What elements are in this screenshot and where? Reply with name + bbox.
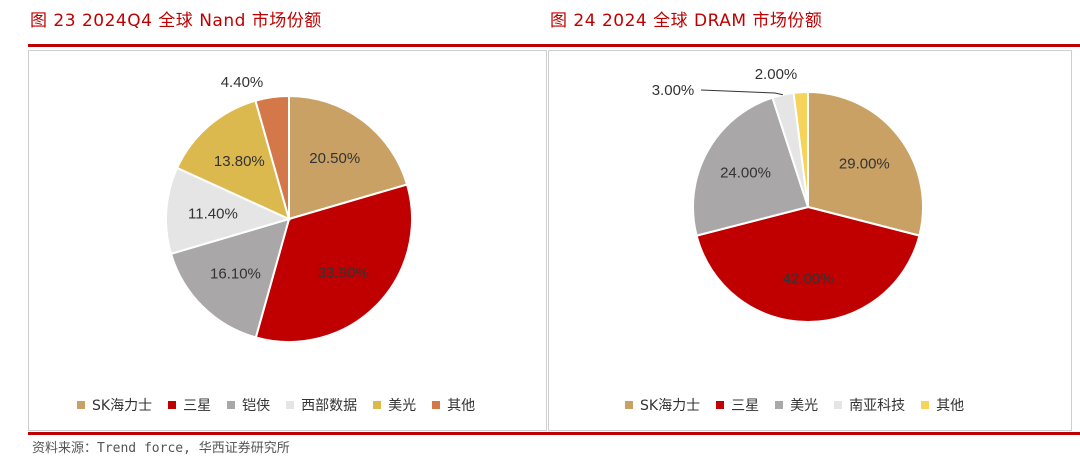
legend-item: 三星 (716, 395, 759, 415)
legend-swatch (432, 401, 441, 409)
dram-legend: SK海力士 三星 美光 南亚科技 其他 (625, 395, 964, 415)
slice-data-label: 20.50% (309, 150, 360, 167)
legend-label: 南亚科技 (849, 398, 906, 414)
legend-swatch (227, 401, 236, 409)
legend-swatch (168, 401, 177, 409)
legend-item: SK海力士 (77, 395, 152, 415)
legend-label: SK海力士 (92, 398, 153, 414)
nand-pie-chart: 20.50% 33.90% 16.10% 11.40% 13.80% 4.40% (165, 74, 413, 343)
legend-label: 三星 (183, 398, 212, 414)
figure-23-title: 图 23 2024Q4 全球 Nand 市场份额 (30, 11, 322, 31)
pie-slice-4 (175, 99, 291, 221)
legend-item: 南亚科技 (834, 395, 905, 415)
legend-item: 三星 (168, 395, 211, 415)
legend-label: 其他 (936, 398, 965, 414)
legend-swatch (775, 401, 784, 409)
legend-label: 铠侠 (242, 398, 271, 414)
legend-label: 西部数据 (301, 398, 358, 414)
legend-item: 西部数据 (286, 395, 357, 415)
pie-slice-0 (807, 90, 924, 237)
legend-label: 其他 (447, 398, 476, 414)
slice-data-label: 33.90% (318, 265, 369, 282)
legend-swatch (921, 401, 930, 409)
pie-slice-5 (254, 94, 290, 220)
legend-label: 美光 (388, 398, 417, 414)
legend-label: 三星 (731, 398, 760, 414)
nand-legend: SK海力士 三星 铠侠 西部数据 美光 其他 (77, 395, 475, 415)
legend-item: 美光 (373, 395, 416, 415)
legend-swatch (77, 401, 85, 409)
legend-item: 铠侠 (227, 395, 270, 415)
top-rule (28, 44, 1080, 47)
legend-swatch (286, 401, 295, 409)
slice-data-label: 29.00% (839, 155, 890, 172)
dram-chart-panel: 29.00% 42.00% 24.00% 3.00% 2.00% SK海力士 三星 美光 南亚… (548, 50, 1072, 431)
legend-swatch (625, 401, 633, 409)
legend-swatch (373, 401, 382, 409)
legend-item: 其他 (432, 395, 475, 415)
slice-data-label: 4.40% (221, 74, 264, 91)
slice-data-label: 2.00% (755, 66, 798, 83)
pie-slice-2 (692, 96, 810, 237)
source-note: 资料来源：Trend force, 华西证券研究所 (32, 441, 290, 456)
pie-slice-2 (169, 217, 291, 339)
legend-label: 美光 (790, 398, 819, 414)
slice-data-label: 42.00% (783, 270, 834, 287)
legend-item: 美光 (775, 395, 818, 415)
nand-chart-panel: 20.50% 33.90% 16.10% 11.40% 13.80% 4.40% SK海力… (28, 50, 547, 431)
legend-swatch (834, 401, 843, 409)
pie-slice-0 (288, 94, 409, 221)
dram-pie-chart: 29.00% 42.00% 24.00% 3.00% 2.00% (652, 66, 924, 323)
pie-slice-3 (165, 166, 292, 256)
slice-data-label: 24.00% (720, 165, 771, 182)
legend-item: 其他 (921, 395, 964, 415)
slice-data-label: 3.00% (652, 82, 695, 99)
figure-24-title: 图 24 2024 全球 DRAM 市场份额 (550, 11, 823, 31)
slice-data-label: 13.80% (214, 153, 265, 170)
pie-slice-1 (695, 205, 921, 323)
callout-line (700, 89, 784, 96)
legend-swatch (716, 401, 725, 409)
bottom-rule (28, 432, 1080, 435)
pie-slice-1 (254, 183, 413, 343)
pie-slice-4 (792, 90, 809, 208)
legend-item: SK海力士 (625, 395, 700, 415)
legend-label: SK海力士 (640, 398, 701, 414)
slice-data-label: 16.10% (210, 265, 261, 282)
slice-data-label: 11.40% (188, 206, 238, 223)
